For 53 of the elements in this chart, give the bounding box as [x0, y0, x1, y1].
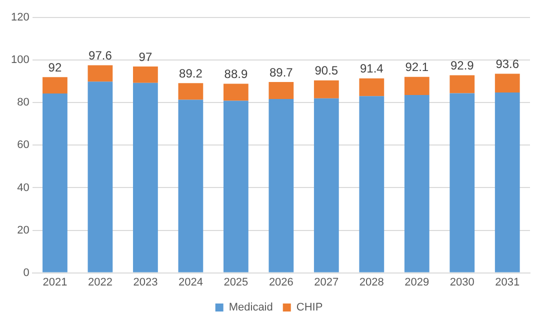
x-tick-label: 2023 [133, 276, 158, 288]
bar [178, 83, 204, 100]
total-label: 88.9 [224, 67, 248, 82]
legend-label: Medicaid [228, 302, 273, 314]
bar [359, 96, 384, 272]
x-tick-label: 2022 [88, 276, 112, 288]
bar [223, 84, 248, 101]
x-tick-label: 2031 [495, 276, 520, 288]
x-tick-label: 2027 [314, 276, 339, 288]
bar [133, 82, 158, 272]
y-tick-label: 20 [17, 224, 30, 236]
bar [404, 95, 430, 272]
bar [268, 82, 294, 100]
x-tick-label: 2028 [359, 276, 384, 288]
bar [42, 77, 68, 94]
bar [133, 66, 158, 83]
x-tick-label: 2021 [42, 276, 68, 288]
total-label: 91.4 [360, 62, 384, 76]
x-tick-label: 2029 [404, 276, 430, 288]
bar [88, 82, 113, 272]
total-label: 97.6 [88, 48, 112, 63]
bar [494, 74, 520, 92]
bar [314, 98, 339, 272]
bar [494, 92, 520, 272]
total-label: 93.6 [496, 57, 520, 72]
x-tick-label: 2024 [178, 276, 203, 288]
total-label: 92.9 [450, 58, 474, 73]
total-label: 92.1 [405, 60, 429, 74]
legend-label: CHIP [296, 302, 323, 314]
bar [359, 78, 384, 96]
y-tick-label: 120 [10, 12, 30, 24]
total-label: 89.2 [179, 66, 203, 80]
y-tick-label: 80 [17, 96, 30, 109]
bar [450, 93, 475, 272]
bar [404, 76, 430, 96]
x-tick-label: 2025 [224, 276, 248, 288]
bar [223, 100, 248, 272]
y-tick-label: 40 [17, 182, 30, 194]
y-tick-label: 100 [10, 54, 30, 66]
bar [268, 99, 294, 272]
y-tick-label: 0 [23, 266, 30, 279]
total-label: 90.5 [314, 64, 338, 78]
total-label: 92 [48, 60, 62, 74]
bar [178, 100, 204, 272]
x-tick-label: 2030 [450, 276, 474, 288]
bar [450, 75, 475, 94]
bar [42, 94, 68, 272]
total-label: 89.7 [269, 65, 294, 80]
bar [314, 80, 339, 98]
total-label: 97 [138, 50, 152, 64]
y-tick-label: 60 [17, 139, 30, 152]
bar [88, 65, 113, 82]
x-tick-label: 2026 [268, 276, 294, 288]
